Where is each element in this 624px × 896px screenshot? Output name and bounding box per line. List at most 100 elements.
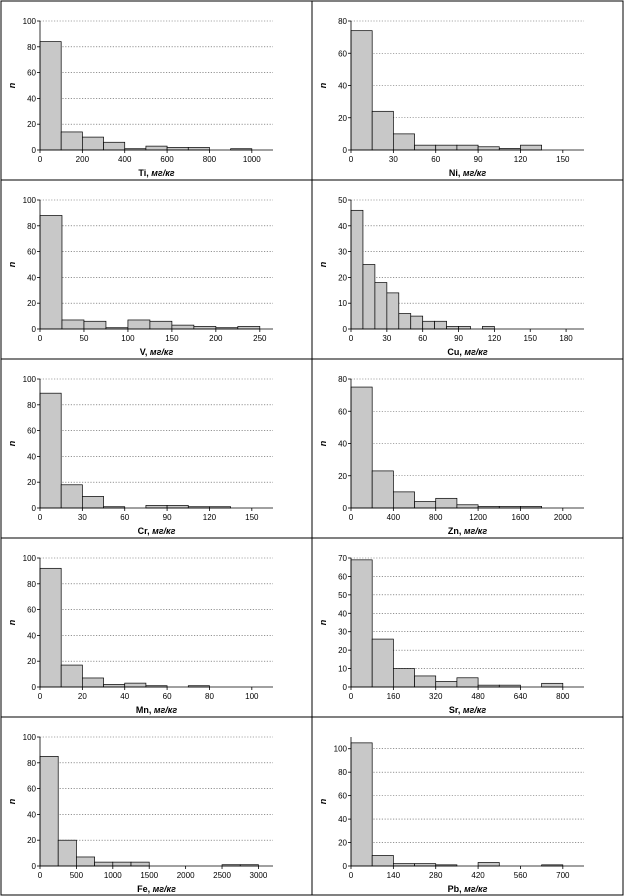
y-tick-label: 30 <box>338 628 347 637</box>
y-tick-label: 0 <box>32 862 37 871</box>
x-tick-label: 200 <box>209 334 223 343</box>
x-tick-label: 3000 <box>250 871 268 880</box>
bar <box>39 41 62 151</box>
y-tick-label: 80 <box>27 401 36 410</box>
x-tick-label: 640 <box>514 692 528 701</box>
y-tick-label: 60 <box>338 49 347 58</box>
bar <box>435 497 458 509</box>
x-tick-label: 250 <box>253 334 267 343</box>
y-axis-label: n <box>318 261 328 267</box>
bar <box>82 496 104 509</box>
x-axis-label: Cr, мг/кг <box>138 526 176 536</box>
x-tick-label: 0 <box>349 334 354 343</box>
x-tick-label: 150 <box>556 155 570 164</box>
x-tick-label: 0 <box>38 334 43 343</box>
x-tick-label: 60 <box>418 334 427 343</box>
element-symbol: V, <box>140 347 150 357</box>
y-tick-label: 60 <box>27 69 36 78</box>
x-axis-label: Zn, мг/кг <box>448 526 488 536</box>
y-axis-label: n <box>318 82 328 88</box>
x-tick-label: 1000 <box>104 871 122 880</box>
y-tick-label: 60 <box>338 572 347 581</box>
unit-label: мг/кг <box>463 705 487 715</box>
y-tick-label: 0 <box>343 146 348 155</box>
x-tick-label: 1600 <box>512 513 530 522</box>
x-tick-label: 320 <box>429 692 443 701</box>
x-tick-label: 0 <box>349 155 354 164</box>
element-symbol: Ni, <box>449 168 463 178</box>
x-tick-label: 90 <box>474 155 483 164</box>
bar <box>435 681 458 688</box>
x-tick-label: 40 <box>120 692 129 701</box>
bar <box>393 668 415 688</box>
y-tick-label: 20 <box>27 836 36 845</box>
y-axis-label: n <box>318 619 328 625</box>
y-tick-label: 0 <box>32 146 37 155</box>
y-tick-label: 0 <box>343 504 348 513</box>
y-axis-label: n <box>7 82 17 88</box>
x-tick-label: 200 <box>76 155 90 164</box>
element-symbol: Ti, <box>138 168 151 178</box>
x-tick-label: 120 <box>488 334 502 343</box>
histogram-pb: 0 20 40 60 80 100 0 140 280 420 560 700 n Pb, мг/кг <box>318 737 584 894</box>
x-tick-label: 120 <box>514 155 528 164</box>
bar <box>82 677 104 688</box>
x-axis-label: V, мг/кг <box>140 347 174 357</box>
y-tick-label: 20 <box>27 120 36 129</box>
y-tick-label: 40 <box>27 452 36 461</box>
x-tick-label: 1200 <box>469 513 487 522</box>
y-tick-label: 20 <box>27 299 36 308</box>
y-axis-label: n <box>318 440 328 446</box>
x-tick-label: 90 <box>454 334 463 343</box>
y-tick-label: 20 <box>338 273 347 282</box>
bar <box>94 861 114 867</box>
bar <box>57 839 77 867</box>
x-tick-label: 800 <box>429 513 443 522</box>
y-axis-label: n <box>7 798 17 804</box>
x-tick-label: 0 <box>38 513 43 522</box>
y-tick-label: 30 <box>338 248 347 257</box>
unit-label: мг/кг <box>151 168 175 178</box>
unit-label: мг/кг <box>154 705 178 715</box>
bar <box>82 136 104 151</box>
y-tick-label: 70 <box>338 554 347 563</box>
bar <box>456 677 479 688</box>
x-tick-label: 1500 <box>140 871 158 880</box>
bar <box>60 664 83 688</box>
y-tick-label: 60 <box>27 248 36 257</box>
y-tick-label: 40 <box>27 94 36 103</box>
bar <box>362 264 376 330</box>
x-tick-label: 30 <box>382 334 391 343</box>
x-tick-label: 2500 <box>213 871 231 880</box>
y-tick-label: 80 <box>27 759 36 768</box>
y-tick-label: 0 <box>343 325 348 334</box>
y-tick-label: 80 <box>27 222 36 231</box>
y-tick-label: 100 <box>23 554 37 563</box>
y-tick-label: 40 <box>27 273 36 282</box>
y-tick-label: 100 <box>23 17 37 26</box>
bar <box>414 675 437 688</box>
bar <box>434 320 447 330</box>
y-tick-label: 40 <box>338 82 347 91</box>
y-tick-label: 80 <box>338 768 347 777</box>
y-tick-label: 20 <box>338 114 347 123</box>
x-axis-label: Fe, мг/кг <box>137 884 176 894</box>
bar <box>112 861 132 867</box>
histogram-v: 0 20 40 60 80 100 0 50 100 150 200 250 n V, мг/кг <box>7 196 273 357</box>
bar <box>39 567 62 688</box>
y-tick-label: 40 <box>338 815 347 824</box>
bar <box>61 319 85 330</box>
x-tick-label: 0 <box>349 513 354 522</box>
bar <box>410 315 424 330</box>
y-tick-label: 60 <box>338 407 347 416</box>
bar <box>477 862 500 867</box>
unit-label: мг/кг <box>150 347 174 357</box>
bar <box>398 313 412 330</box>
bar <box>350 386 373 509</box>
unit-label: мг/кг <box>464 347 488 357</box>
